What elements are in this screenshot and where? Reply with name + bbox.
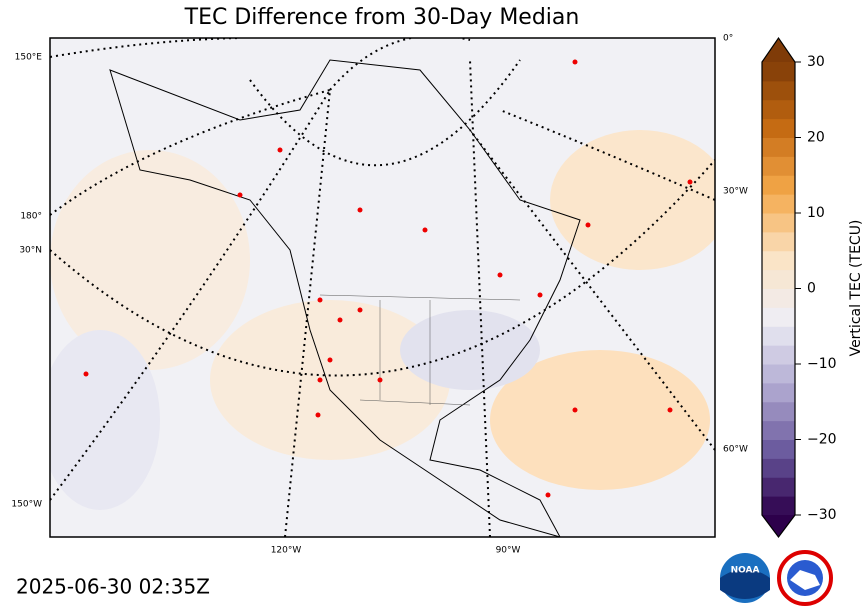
map-frame	[49, 37, 716, 538]
stations	[83, 59, 693, 498]
colorbar-band	[762, 118, 795, 138]
colorbar-band	[762, 307, 795, 327]
anomaly-region	[400, 310, 540, 390]
colorbar-band	[762, 496, 795, 516]
lon-label: 30°W	[723, 187, 748, 197]
colorbar-tick-label: 0	[807, 281, 816, 297]
map	[50, 38, 715, 537]
colorbar-band	[762, 175, 795, 195]
lon-label: 90°W	[496, 546, 521, 556]
colorbar-band	[762, 420, 795, 440]
lon-label: 120°W	[271, 546, 302, 556]
colorbar-tick-label: −10	[807, 356, 837, 372]
lon-label: 0°	[723, 34, 733, 44]
colorbar-tick-label: 20	[807, 130, 825, 146]
colorbar-band	[762, 269, 795, 289]
colorbar-band	[762, 288, 795, 308]
timestamp: 2025-06-30 02:35Z	[16, 575, 210, 599]
colorbar-band	[762, 439, 795, 459]
nws-logo	[777, 550, 833, 606]
lon-label: 150°W	[11, 500, 42, 510]
anomaly-region	[210, 300, 450, 460]
colorbar-band	[762, 231, 795, 252]
colorbar-tick-label: 30	[807, 54, 825, 70]
colorbar-band	[762, 326, 795, 346]
lat-label: 30°N	[19, 246, 42, 256]
colorbar-band	[762, 401, 795, 422]
anomaly-region	[50, 330, 160, 510]
colorbar-band	[762, 213, 795, 233]
lon-label: 150°E	[15, 53, 43, 63]
anomaly-region	[50, 150, 250, 370]
title: TEC Difference from 30-Day Median	[184, 5, 580, 30]
borders	[319, 294, 521, 406]
noaa-logo: NOAA	[720, 553, 770, 603]
colorbar-band	[762, 345, 795, 365]
colorbar-tick-label: −30	[807, 507, 837, 523]
lon-label: 180°	[20, 212, 42, 222]
anomaly-region	[490, 350, 710, 490]
colorbar-extend	[762, 515, 795, 537]
colorbar-band	[762, 477, 795, 497]
colorbar-band	[762, 156, 795, 176]
colorbar: −30 −20 −10 0 10 20 30	[761, 36, 837, 538]
colorbar-band	[762, 364, 795, 384]
colorbar-extend	[762, 38, 795, 62]
colorbar-tick-label: −20	[807, 432, 837, 448]
colorbar-band	[762, 80, 795, 101]
colorbar-band	[762, 62, 795, 82]
colorbar-tick-label: 10	[807, 205, 825, 221]
anomaly-region	[550, 130, 715, 270]
colorbar-band	[762, 137, 795, 157]
lon-label: 60°W	[723, 445, 748, 455]
colorbar-band	[762, 250, 795, 271]
colorbar-band	[762, 99, 795, 120]
colorbar-label: Vertical TEC (TECU)	[848, 220, 864, 357]
colorbar-band	[762, 458, 795, 478]
coastline	[109, 59, 581, 537]
colorbar-band	[762, 194, 795, 214]
colorbar-band	[762, 382, 795, 403]
svg-text:NOAA: NOAA	[731, 566, 760, 576]
